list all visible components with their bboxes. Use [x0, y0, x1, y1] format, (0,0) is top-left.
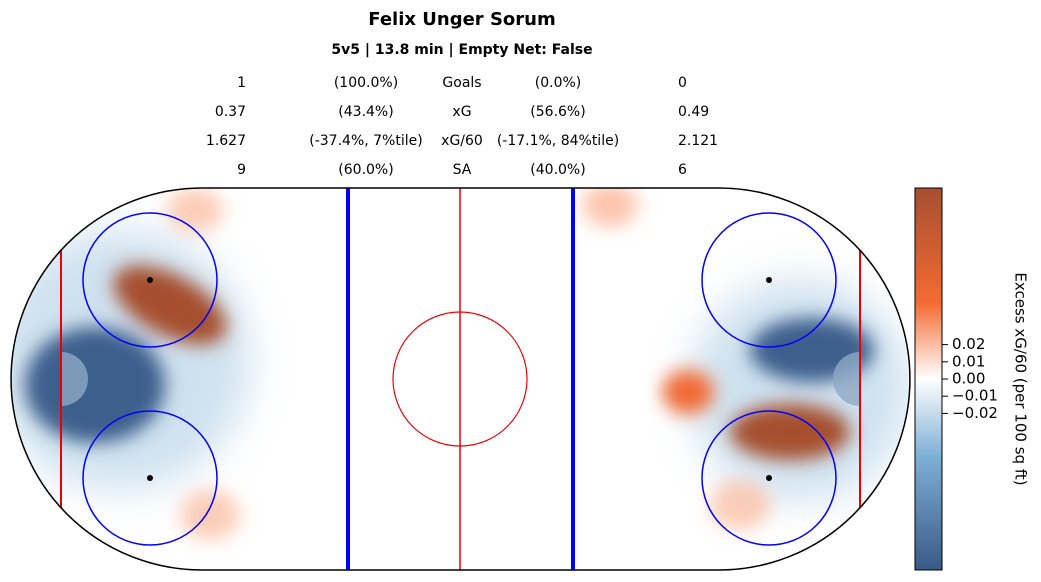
stat-cell: (-37.4%, 7%tile) [309, 133, 422, 149]
chart-title: Felix Unger Sorum [368, 9, 555, 30]
stat-cell: 6 [678, 162, 687, 178]
stat-cell: (40.0%) [530, 162, 585, 178]
stat-cell: (60.0%) [338, 162, 393, 178]
colorbar-tick-label: 0.01 [952, 352, 985, 370]
stat-cell: Goals [442, 75, 481, 91]
colorbar-label: Excess xG/60 (per 100 sq ft) [1012, 272, 1030, 485]
stats-table: 1 (100.0%) Goals (0.0%) 0 0.37 (43.4%) xG (56.6%… [206, 75, 718, 178]
heatmap [11, 188, 910, 570]
stat-cell: 1 [237, 75, 246, 91]
stat-cell: 1.627 [206, 133, 246, 149]
stat-cell: xG [452, 104, 471, 120]
stat-cell: (-17.1%, 84%tile) [497, 133, 619, 149]
stat-cell: (100.0%) [334, 75, 398, 91]
stat-cell: 0.49 [678, 104, 709, 120]
rink [10, 187, 911, 571]
stat-cell: (43.4%) [338, 104, 393, 120]
stat-cell: (56.6%) [530, 104, 585, 120]
stat-cell: 0 [678, 75, 687, 91]
stat-cell: xG/60 [441, 133, 483, 149]
colorbar-tick-label: 0.02 [952, 335, 985, 353]
stat-cell: 2.121 [678, 133, 718, 149]
colorbar-tick-label: −0.02 [952, 404, 998, 422]
stat-cell: SA [453, 162, 472, 178]
stat-cell: 0.37 [215, 104, 246, 120]
stat-cell: (0.0%) [535, 75, 582, 91]
stat-cell: 9 [237, 162, 246, 178]
colorbar-tick-label: 0.00 [952, 370, 985, 388]
chart-subtitle: 5v5 | 13.8 min | Empty Net: False [331, 42, 592, 58]
colorbar-tick-label: −0.01 [952, 387, 998, 405]
colorbar [914, 187, 943, 571]
